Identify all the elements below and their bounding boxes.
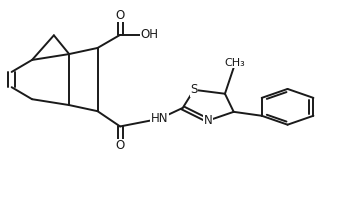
Text: HN: HN	[151, 112, 168, 125]
Text: OH: OH	[140, 28, 158, 41]
Text: O: O	[115, 9, 125, 22]
Text: O: O	[115, 139, 125, 152]
Text: S: S	[190, 83, 198, 96]
Text: CH₃: CH₃	[224, 58, 245, 68]
Text: N: N	[204, 114, 213, 127]
